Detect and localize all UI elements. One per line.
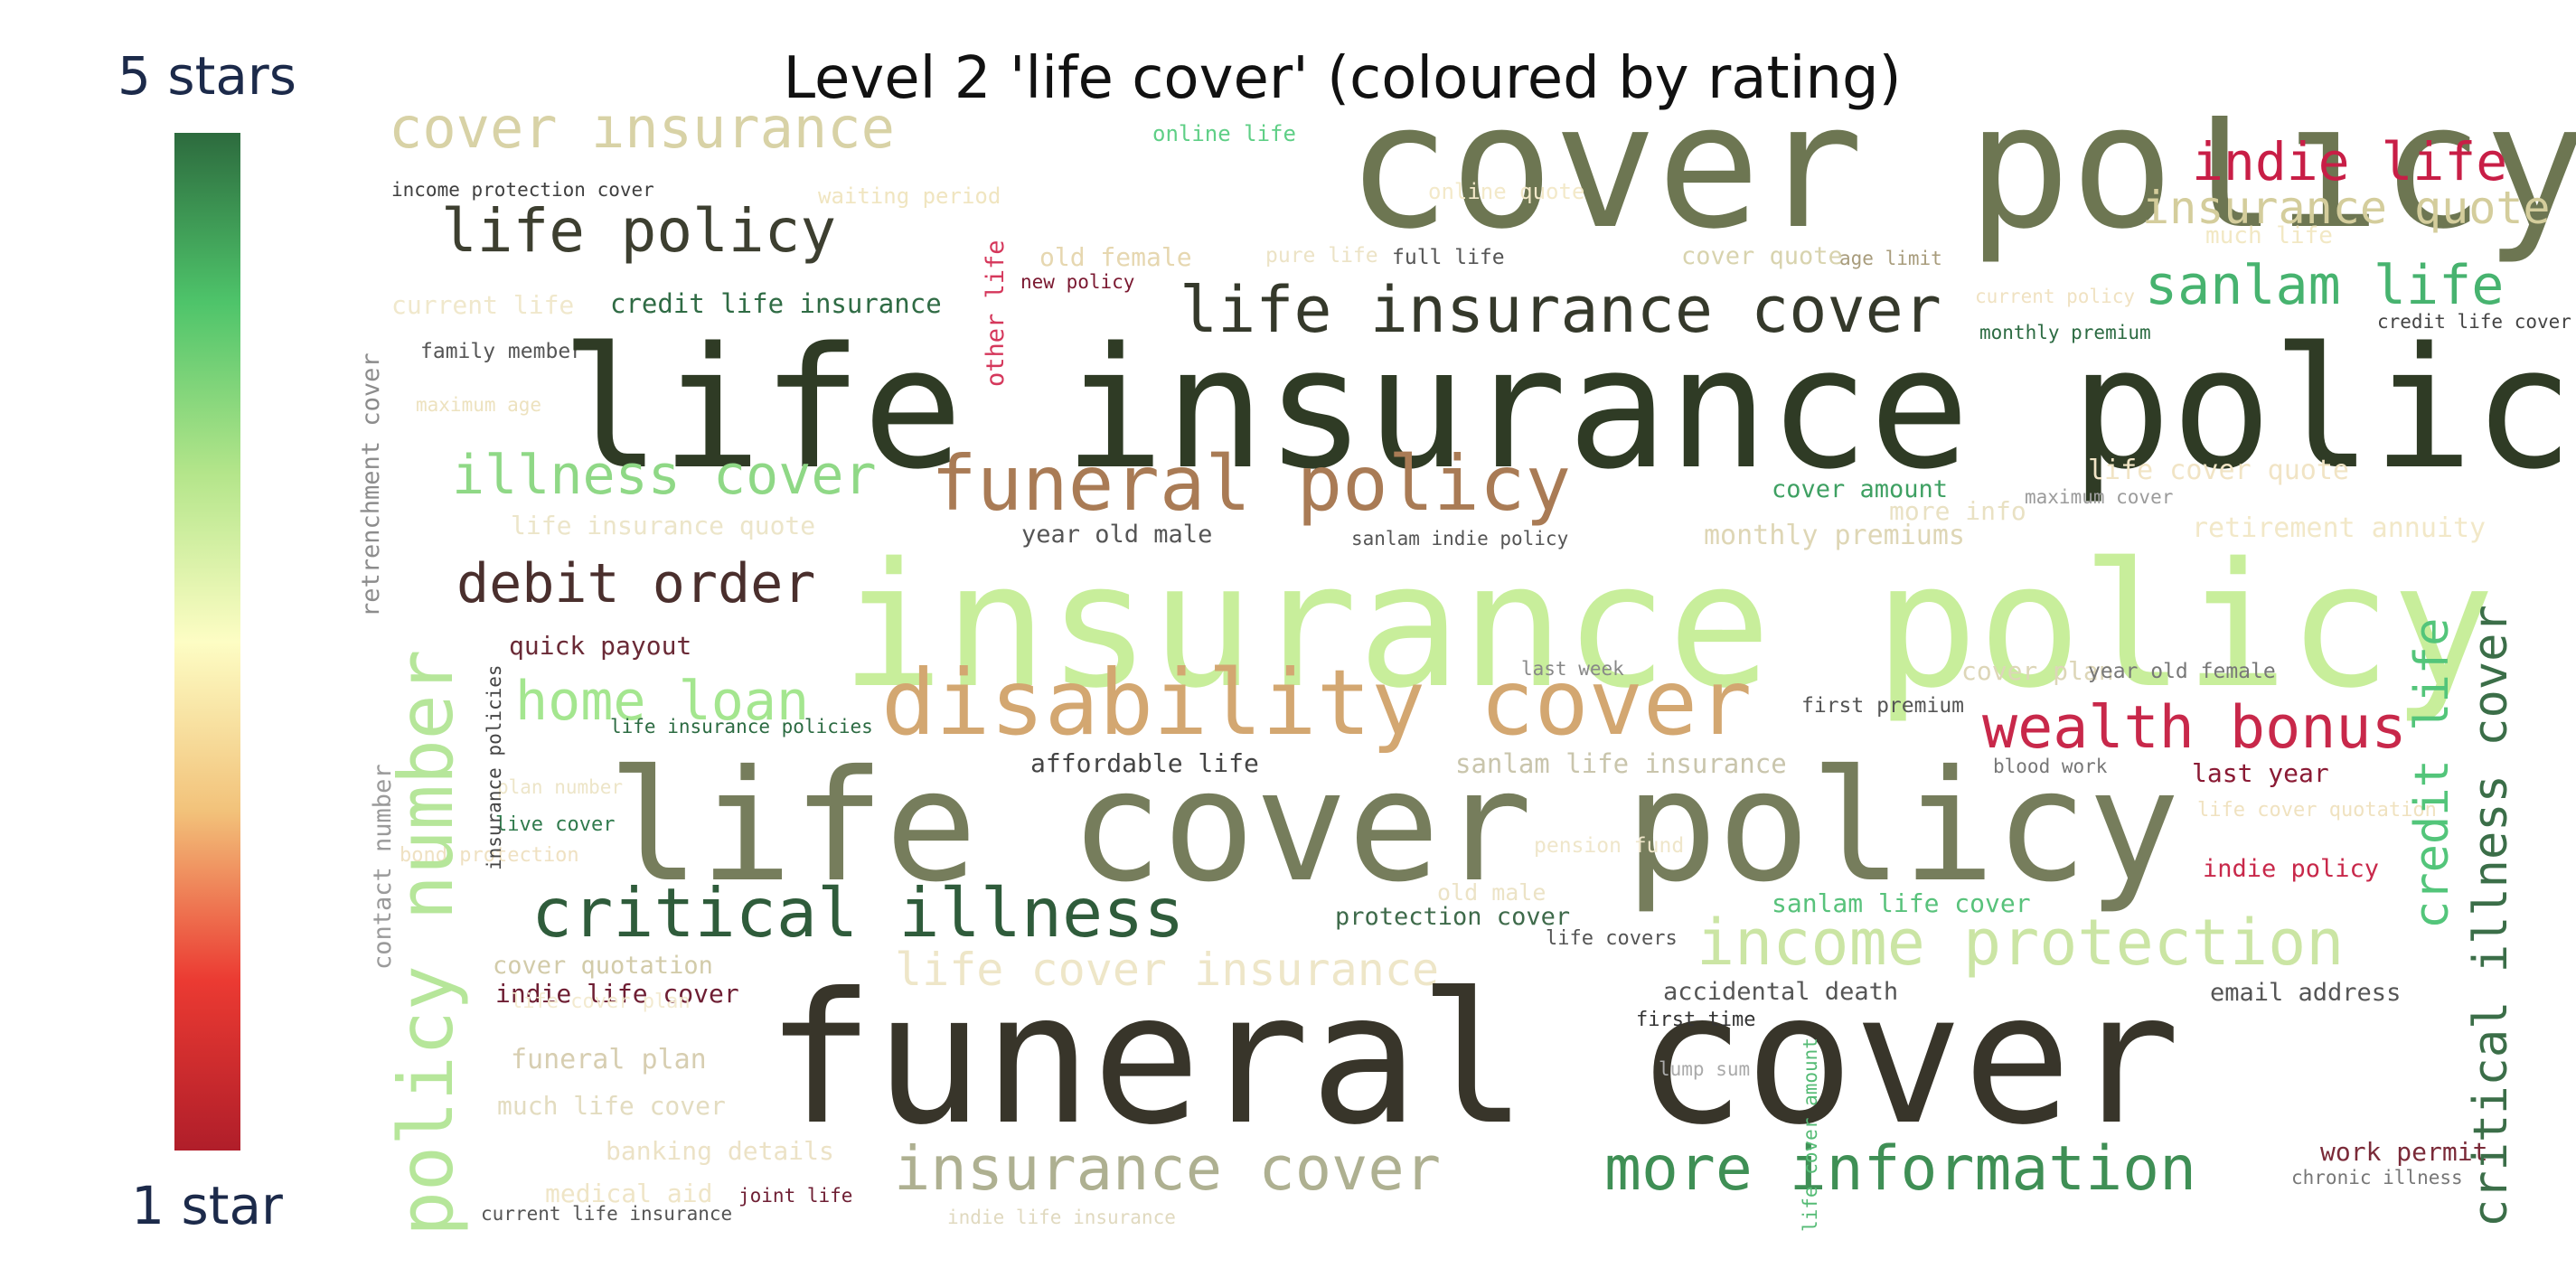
cloud-word: year old male	[1021, 521, 1213, 549]
word-cloud: cover insurance cover policy indie life ins…	[348, 116, 2576, 1268]
cloud-word: last year	[2192, 758, 2329, 788]
cloud-word: insurance policies	[484, 664, 505, 870]
cloud-word: monthly premium	[1979, 322, 2151, 343]
cloud-word: first time	[1636, 1009, 1756, 1031]
cloud-word: pension fund	[1534, 834, 1685, 858]
colorbar-top-label: 5 stars	[118, 45, 296, 107]
cloud-word: quick payout	[509, 631, 692, 661]
cloud-word: life insurance cover	[1180, 273, 1941, 347]
cloud-word: life policy	[441, 196, 837, 266]
cloud-word: online quote	[1428, 179, 1585, 204]
cloud-word: life cover amount	[1800, 1038, 1821, 1232]
cloud-word: cover quote	[1681, 242, 1843, 270]
cloud-word: indie life	[2192, 131, 2508, 193]
cloud-word: credit life cover	[2377, 311, 2571, 333]
cloud-word: life insurance policies	[610, 716, 873, 737]
colorbar-bottom-label: 1 star	[131, 1175, 283, 1236]
cloud-word: age limit	[1839, 248, 1942, 269]
cloud-word: contact number	[369, 764, 397, 970]
cloud-word: old male	[1437, 879, 1547, 906]
cloud-word: illness cover	[452, 444, 877, 507]
cloud-word: chronic illness	[2291, 1167, 2463, 1188]
colorbar	[174, 133, 240, 1151]
cloud-word: critical illness cover	[2464, 605, 2518, 1227]
cloud-word: credit life	[2405, 617, 2459, 929]
cloud-word: indie policy	[2203, 855, 2380, 883]
cloud-word: funeral plan	[511, 1044, 707, 1075]
cloud-word: email address	[2210, 979, 2402, 1007]
cloud-word: medical aid	[545, 1179, 713, 1208]
cloud-word: sanlam life insurance	[1455, 748, 1787, 779]
cloud-word: sanlam indie policy	[1351, 528, 1569, 549]
cloud-word: indie life cover	[495, 979, 739, 1009]
cloud-word: retirement annuity	[2192, 512, 2487, 544]
cloud-word: funeral policy	[931, 439, 1572, 528]
cloud-word: year old female	[2088, 660, 2276, 683]
cloud-word: more information	[1604, 1133, 2197, 1205]
cloud-word: lump sum	[1659, 1058, 1751, 1080]
cloud-word: sanlam life cover	[1772, 888, 2031, 918]
cloud-word: current life	[391, 290, 575, 320]
cloud-word: current policy	[1975, 286, 2136, 307]
cloud-word: cover policy	[1347, 116, 2576, 267]
cloud-word: home loan	[515, 670, 810, 733]
cloud-word: banking details	[606, 1136, 834, 1166]
cloud-word: credit life insurance	[610, 288, 942, 319]
cloud-word: bond protection	[400, 844, 579, 867]
cloud-word: joint life	[738, 1185, 853, 1207]
cloud-word: debit order	[456, 552, 816, 615]
cloud-word: blood work	[1993, 756, 2108, 777]
cloud-word: pure life	[1265, 244, 1378, 268]
cloud-word: cover quotation	[493, 952, 713, 980]
cloud-word: affordable life	[1030, 748, 1259, 778]
cloud-word: work permit	[2320, 1137, 2488, 1167]
cloud-word: much life	[2205, 222, 2333, 249]
cloud-word: monthly premiums	[1704, 520, 1965, 551]
cloud-word: cover plan	[1961, 656, 2114, 686]
cloud-word: insurance quote	[2142, 182, 2551, 234]
cloud-word: insurance cover	[894, 1133, 1442, 1204]
cloud-word: much life cover	[497, 1091, 726, 1121]
cloud-word: protection cover	[1335, 903, 1571, 931]
cloud-word: life cover policy	[607, 737, 2180, 916]
cloud-word: life insurance quote	[511, 511, 816, 540]
cloud-word: live cover	[495, 813, 616, 836]
cloud-word: retrenchment cover	[357, 352, 385, 617]
cloud-word: income protection	[1697, 906, 2345, 980]
cloud-word: insurance policy	[841, 526, 2496, 726]
cloud-word: disability cover	[881, 650, 1753, 756]
cloud-word: other life	[982, 240, 1010, 387]
cloud-word: full life	[1392, 246, 1505, 269]
cloud-word: policy number	[382, 649, 470, 1236]
cloud-word: maximum age	[416, 394, 542, 416]
cloud-word: funeral cover	[766, 954, 2181, 1165]
cloud-word: life cover plan	[511, 991, 691, 1013]
cloud-word: cover insurance	[389, 116, 895, 161]
cloud-word: current life insurance	[481, 1203, 733, 1225]
cloud-word: critical illness	[531, 873, 1185, 953]
cloud-word: life cover quotation	[2197, 799, 2437, 822]
cloud-word: online life	[1152, 121, 1296, 146]
cloud-word: income protection cover	[391, 179, 654, 201]
cloud-word: life cover insurance	[895, 944, 1440, 996]
cloud-word: waiting period	[818, 183, 1001, 209]
cloud-word: plan number	[497, 776, 624, 798]
cloud-word: wealth bonus	[1982, 694, 2407, 762]
cloud-word: life insurance policy	[560, 311, 2576, 506]
cloud-word: life covers	[1546, 927, 1678, 950]
cloud-word: accidental death	[1663, 978, 1899, 1006]
cloud-word: maximum cover	[2025, 486, 2174, 508]
figure-title: Level 2 'life cover' (coloured by rating…	[783, 45, 1902, 112]
cloud-word: last week	[1521, 658, 1624, 680]
cloud-word: family member	[420, 340, 584, 363]
cloud-word: old female	[1039, 242, 1192, 272]
cloud-word: life cover quote	[2088, 455, 2349, 486]
cloud-word: sanlam life	[2145, 254, 2505, 317]
cloud-word: first premium	[1801, 694, 1965, 718]
cloud-word: more info	[1889, 496, 2026, 526]
cloud-word: new policy	[1020, 271, 1135, 293]
cloud-word: indie life insurance	[947, 1207, 1176, 1228]
cloud-word: cover amount	[1772, 475, 1949, 503]
